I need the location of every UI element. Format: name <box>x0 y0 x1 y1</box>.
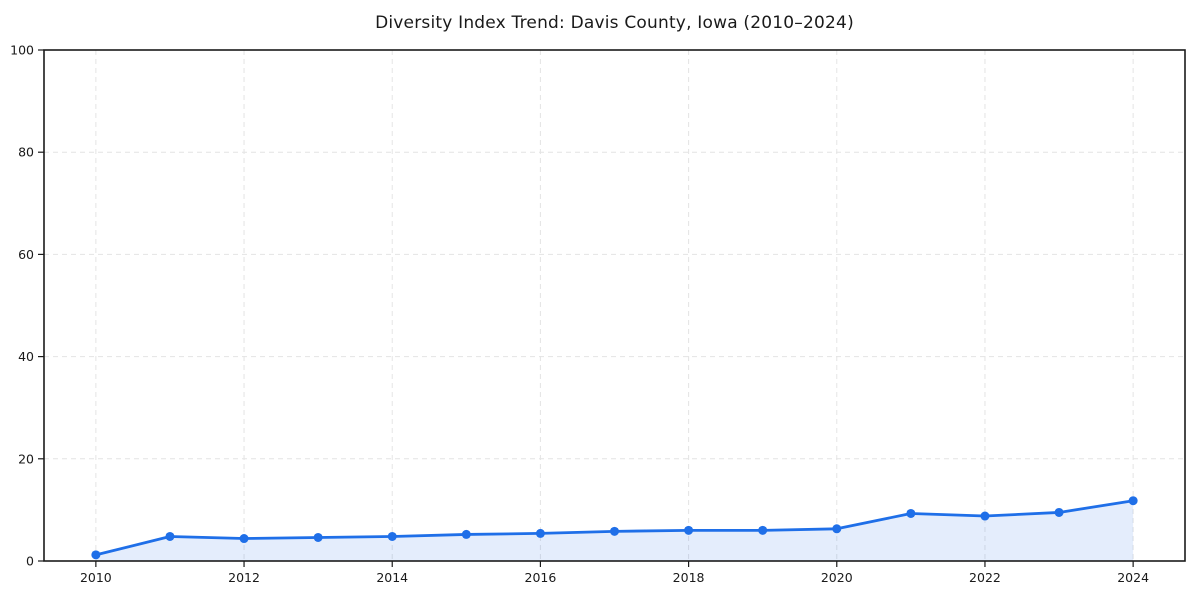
data-point <box>610 526 619 536</box>
data-point <box>758 525 768 535</box>
y-tick-label: 100 <box>10 43 34 58</box>
data-point <box>387 531 397 541</box>
y-tick-label: 40 <box>18 349 34 364</box>
x-tick-label: 2014 <box>376 570 408 585</box>
data-point <box>1054 507 1064 517</box>
data-point <box>461 529 471 539</box>
plot-area <box>44 50 1185 561</box>
x-tick-label: 2012 <box>228 570 260 585</box>
data-point <box>832 524 842 534</box>
y-tick-label: 80 <box>18 145 34 160</box>
data-point <box>239 534 249 544</box>
data-point <box>980 511 990 521</box>
x-tick-label: 2016 <box>525 570 557 585</box>
data-point <box>165 531 175 541</box>
x-tick-label: 2024 <box>1117 570 1149 585</box>
y-tick-label: 20 <box>18 451 34 466</box>
y-tick-label: 60 <box>18 247 34 262</box>
data-point <box>91 550 101 560</box>
x-tick-label: 2022 <box>969 570 1001 585</box>
data-point <box>313 532 323 542</box>
data-point <box>1128 496 1138 506</box>
area-fill <box>95 500 1134 561</box>
x-tick-label: 2020 <box>821 570 853 585</box>
plot-border <box>43 49 1186 562</box>
chart-title: Diversity Index Trend: Davis County, Iow… <box>375 13 854 33</box>
y-tick-label: 0 <box>26 554 34 569</box>
x-tick-label: 2018 <box>673 570 705 585</box>
data-point <box>535 528 545 538</box>
data-point <box>906 508 916 518</box>
data-point <box>684 525 694 535</box>
x-tick-label: 2010 <box>80 570 112 585</box>
